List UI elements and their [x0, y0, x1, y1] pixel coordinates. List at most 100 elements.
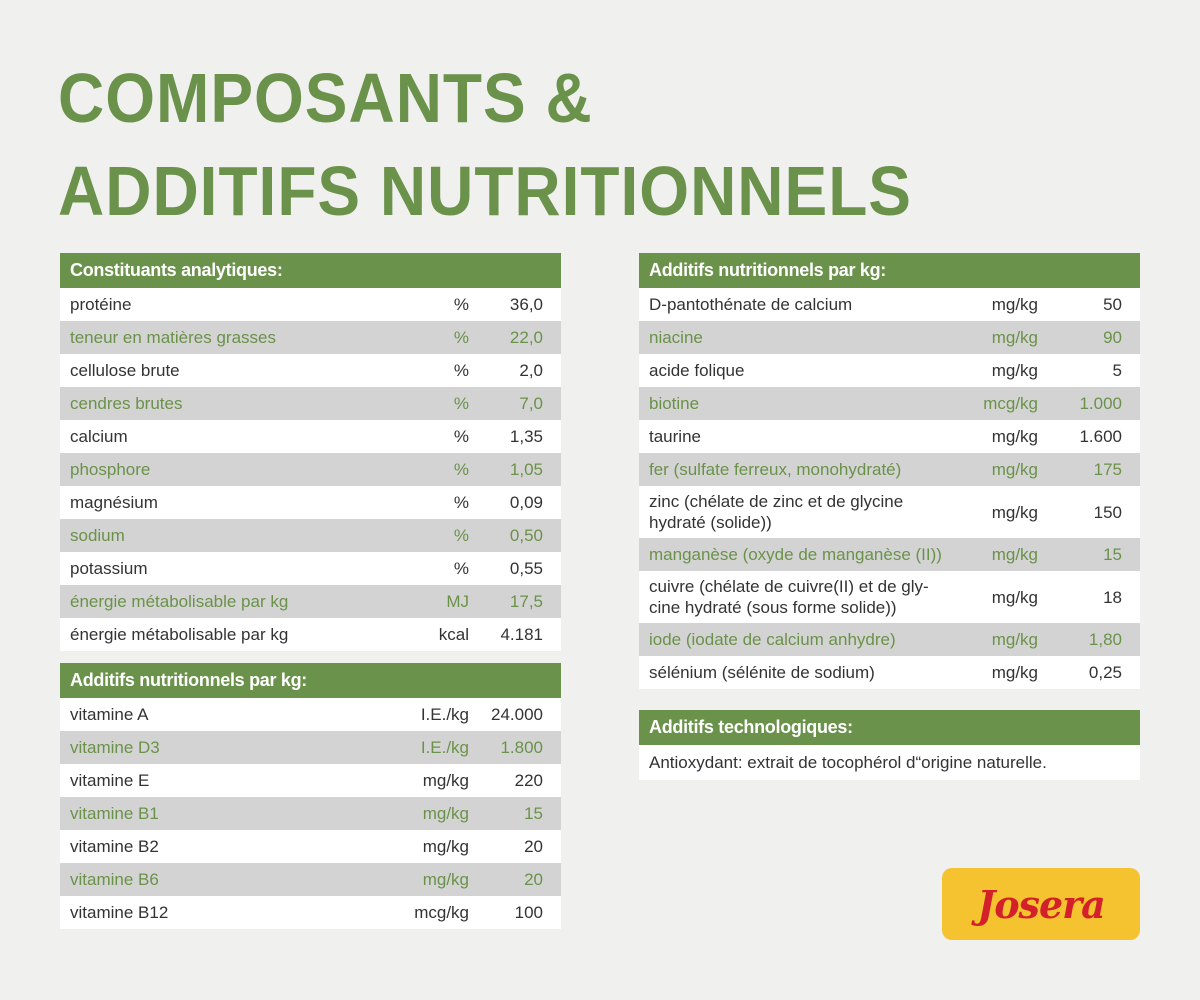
- row-unit: mcg/kg: [983, 393, 1038, 413]
- row-value: 1,80: [1088, 629, 1122, 649]
- table-row: sélénium (sélénite de sodium) mg/kg 0,25: [639, 656, 1140, 689]
- row-value: 15: [524, 803, 543, 823]
- table-row: vitamine B6 mg/kg 20: [60, 863, 561, 896]
- row-unit: mg/kg: [422, 803, 469, 823]
- row-value: 1.600: [1079, 426, 1122, 446]
- row-value: 0,09: [509, 492, 543, 512]
- technological-additives-table: Additifs technologiques: Antioxydant: ex…: [639, 710, 1140, 780]
- row-label: acide folique: [649, 360, 745, 380]
- table-row: vitamine B1 mg/kg 15: [60, 797, 561, 830]
- page-title: COMPOSANTS & ADDITIFS NUTRITIONNELS: [58, 52, 1058, 238]
- table-row: manganèse (oxyde de manganèse (II)) mg/k…: [639, 538, 1140, 571]
- row-label: vitamine B12: [70, 902, 169, 922]
- logo-text: Josera: [977, 881, 1106, 927]
- row-label: cendres brutes: [70, 393, 183, 413]
- table-row: niacine mg/kg 90: [639, 321, 1140, 354]
- row-label: cellulose brute: [70, 360, 180, 380]
- row-value: 1.800: [500, 737, 543, 757]
- row-value: 220: [514, 770, 543, 790]
- row-label: sodium: [70, 525, 125, 545]
- row-value: 1,05: [509, 459, 543, 479]
- row-value: 22,0: [509, 327, 543, 347]
- row-label: vitamine D3: [70, 737, 160, 757]
- row-unit: I.E./kg: [420, 704, 469, 724]
- row-label: vitamine B1: [70, 803, 159, 823]
- row-unit: %: [453, 525, 469, 545]
- row-unit: mg/kg: [422, 836, 469, 856]
- row-label: biotine: [649, 393, 700, 413]
- row-label: protéine: [70, 294, 132, 314]
- row-value: 5: [1112, 360, 1122, 380]
- table-row: magnésium % 0,09: [60, 486, 561, 519]
- vitamins-table: Additifs nutritionnels par kg: vitamine …: [60, 663, 561, 929]
- row-value: 0,55: [509, 558, 543, 578]
- row-value: 1,35: [509, 426, 543, 446]
- row-unit: mg/kg: [991, 544, 1038, 564]
- table-row: vitamine D3 I.E./kg 1.800: [60, 731, 561, 764]
- row-unit: %: [453, 426, 469, 446]
- table-row: iode (iodate de calcium anhydre) mg/kg 1…: [639, 623, 1140, 656]
- row-value: 0,25: [1088, 662, 1122, 682]
- table-row: fer (sulfate ferreux, monohydraté) mg/kg…: [639, 453, 1140, 486]
- row-value: 150: [1093, 502, 1122, 522]
- row-unit: %: [453, 558, 469, 578]
- row-unit: mg/kg: [991, 502, 1038, 522]
- row-unit: mg/kg: [991, 294, 1038, 314]
- row-unit: MJ: [446, 591, 469, 611]
- row-label: vitamine B6: [70, 869, 159, 889]
- row-unit: mg/kg: [991, 662, 1038, 682]
- vitamins-header: Additifs nutritionnels par kg:: [60, 663, 561, 698]
- row-unit: %: [453, 294, 469, 314]
- row-unit: %: [453, 492, 469, 512]
- row-unit: I.E./kg: [420, 737, 469, 757]
- row-unit: %: [453, 459, 469, 479]
- row-value: 17,5: [509, 591, 543, 611]
- row-label: potassium: [70, 558, 148, 578]
- row-label: zinc (chélate de zinc et de glycine hydr…: [649, 492, 904, 532]
- table-row: vitamine B12 mcg/kg 100: [60, 896, 561, 929]
- row-unit: %: [453, 360, 469, 380]
- row-value: 36,0: [509, 294, 543, 314]
- row-value: 2,0: [519, 360, 543, 380]
- row-value: 50: [1103, 294, 1122, 314]
- table-row: potassium % 0,55: [60, 552, 561, 585]
- row-unit: %: [453, 393, 469, 413]
- page-title-line-1: COMPOSANTS &: [58, 59, 593, 138]
- table-row: cendres brutes % 7,0: [60, 387, 561, 420]
- table-row: sodium % 0,50: [60, 519, 561, 552]
- table-row: teneur en matières grasses % 22,0: [60, 321, 561, 354]
- row-value: 4.181: [500, 624, 543, 644]
- table-row: vitamine B2 mg/kg 20: [60, 830, 561, 863]
- row-value: 18: [1103, 587, 1122, 607]
- row-label: phosphore: [70, 459, 151, 479]
- row-value: 1.000: [1079, 393, 1122, 413]
- row-unit: mg/kg: [422, 869, 469, 889]
- analytic-constituents-header: Constituants analytiques:: [60, 253, 561, 288]
- row-value: 7,0: [519, 393, 543, 413]
- table-row: vitamine A I.E./kg 24.000: [60, 698, 561, 731]
- row-label: vitamine A: [70, 704, 149, 724]
- table-row: protéine % 36,0: [60, 288, 561, 321]
- row-value: 20: [524, 836, 543, 856]
- table-row: phosphore % 1,05: [60, 453, 561, 486]
- row-label: iode (iodate de calcium anhydre): [649, 629, 896, 649]
- row-label: magnésium: [70, 492, 158, 512]
- table-row: énergie métabolisable par kg kcal 4.181: [60, 618, 561, 651]
- row-unit: mg/kg: [991, 629, 1038, 649]
- row-value: 0,50: [509, 525, 543, 545]
- row-label: taurine: [649, 426, 701, 446]
- row-unit: mg/kg: [422, 770, 469, 790]
- row-label: niacine: [649, 327, 703, 347]
- table-row: vitamine E mg/kg 220: [60, 764, 561, 797]
- row-label: vitamine B2: [70, 836, 159, 856]
- row-value: 15: [1103, 544, 1122, 564]
- josera-logo: Josera: [942, 868, 1140, 940]
- row-label: cuivre (chélate de cuivre(II) et de gly-…: [649, 577, 929, 617]
- table-row: zinc (chélate de zinc et de glycine hydr…: [639, 486, 1140, 538]
- row-label: fer (sulfate ferreux, monohydraté): [649, 459, 902, 479]
- table-row: biotine mcg/kg 1.000: [639, 387, 1140, 420]
- row-value: 100: [514, 902, 543, 922]
- table-row: calcium % 1,35: [60, 420, 561, 453]
- row-unit: mg/kg: [991, 459, 1038, 479]
- row-unit: kcal: [438, 624, 469, 644]
